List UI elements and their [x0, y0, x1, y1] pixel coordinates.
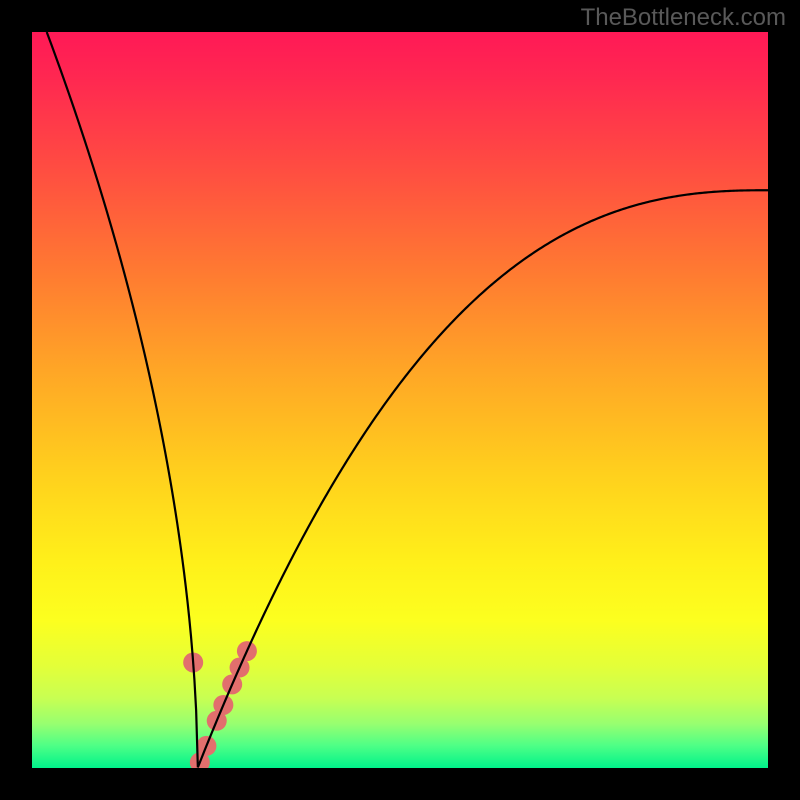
- chart-background-gradient: [32, 32, 768, 768]
- frame-border-right: [768, 0, 800, 800]
- frame-border-left: [0, 0, 32, 800]
- watermark-text: TheBottleneck.com: [581, 4, 786, 32]
- frame-border-bottom: [0, 768, 800, 800]
- chart-root: TheBottleneck.com: [0, 0, 800, 800]
